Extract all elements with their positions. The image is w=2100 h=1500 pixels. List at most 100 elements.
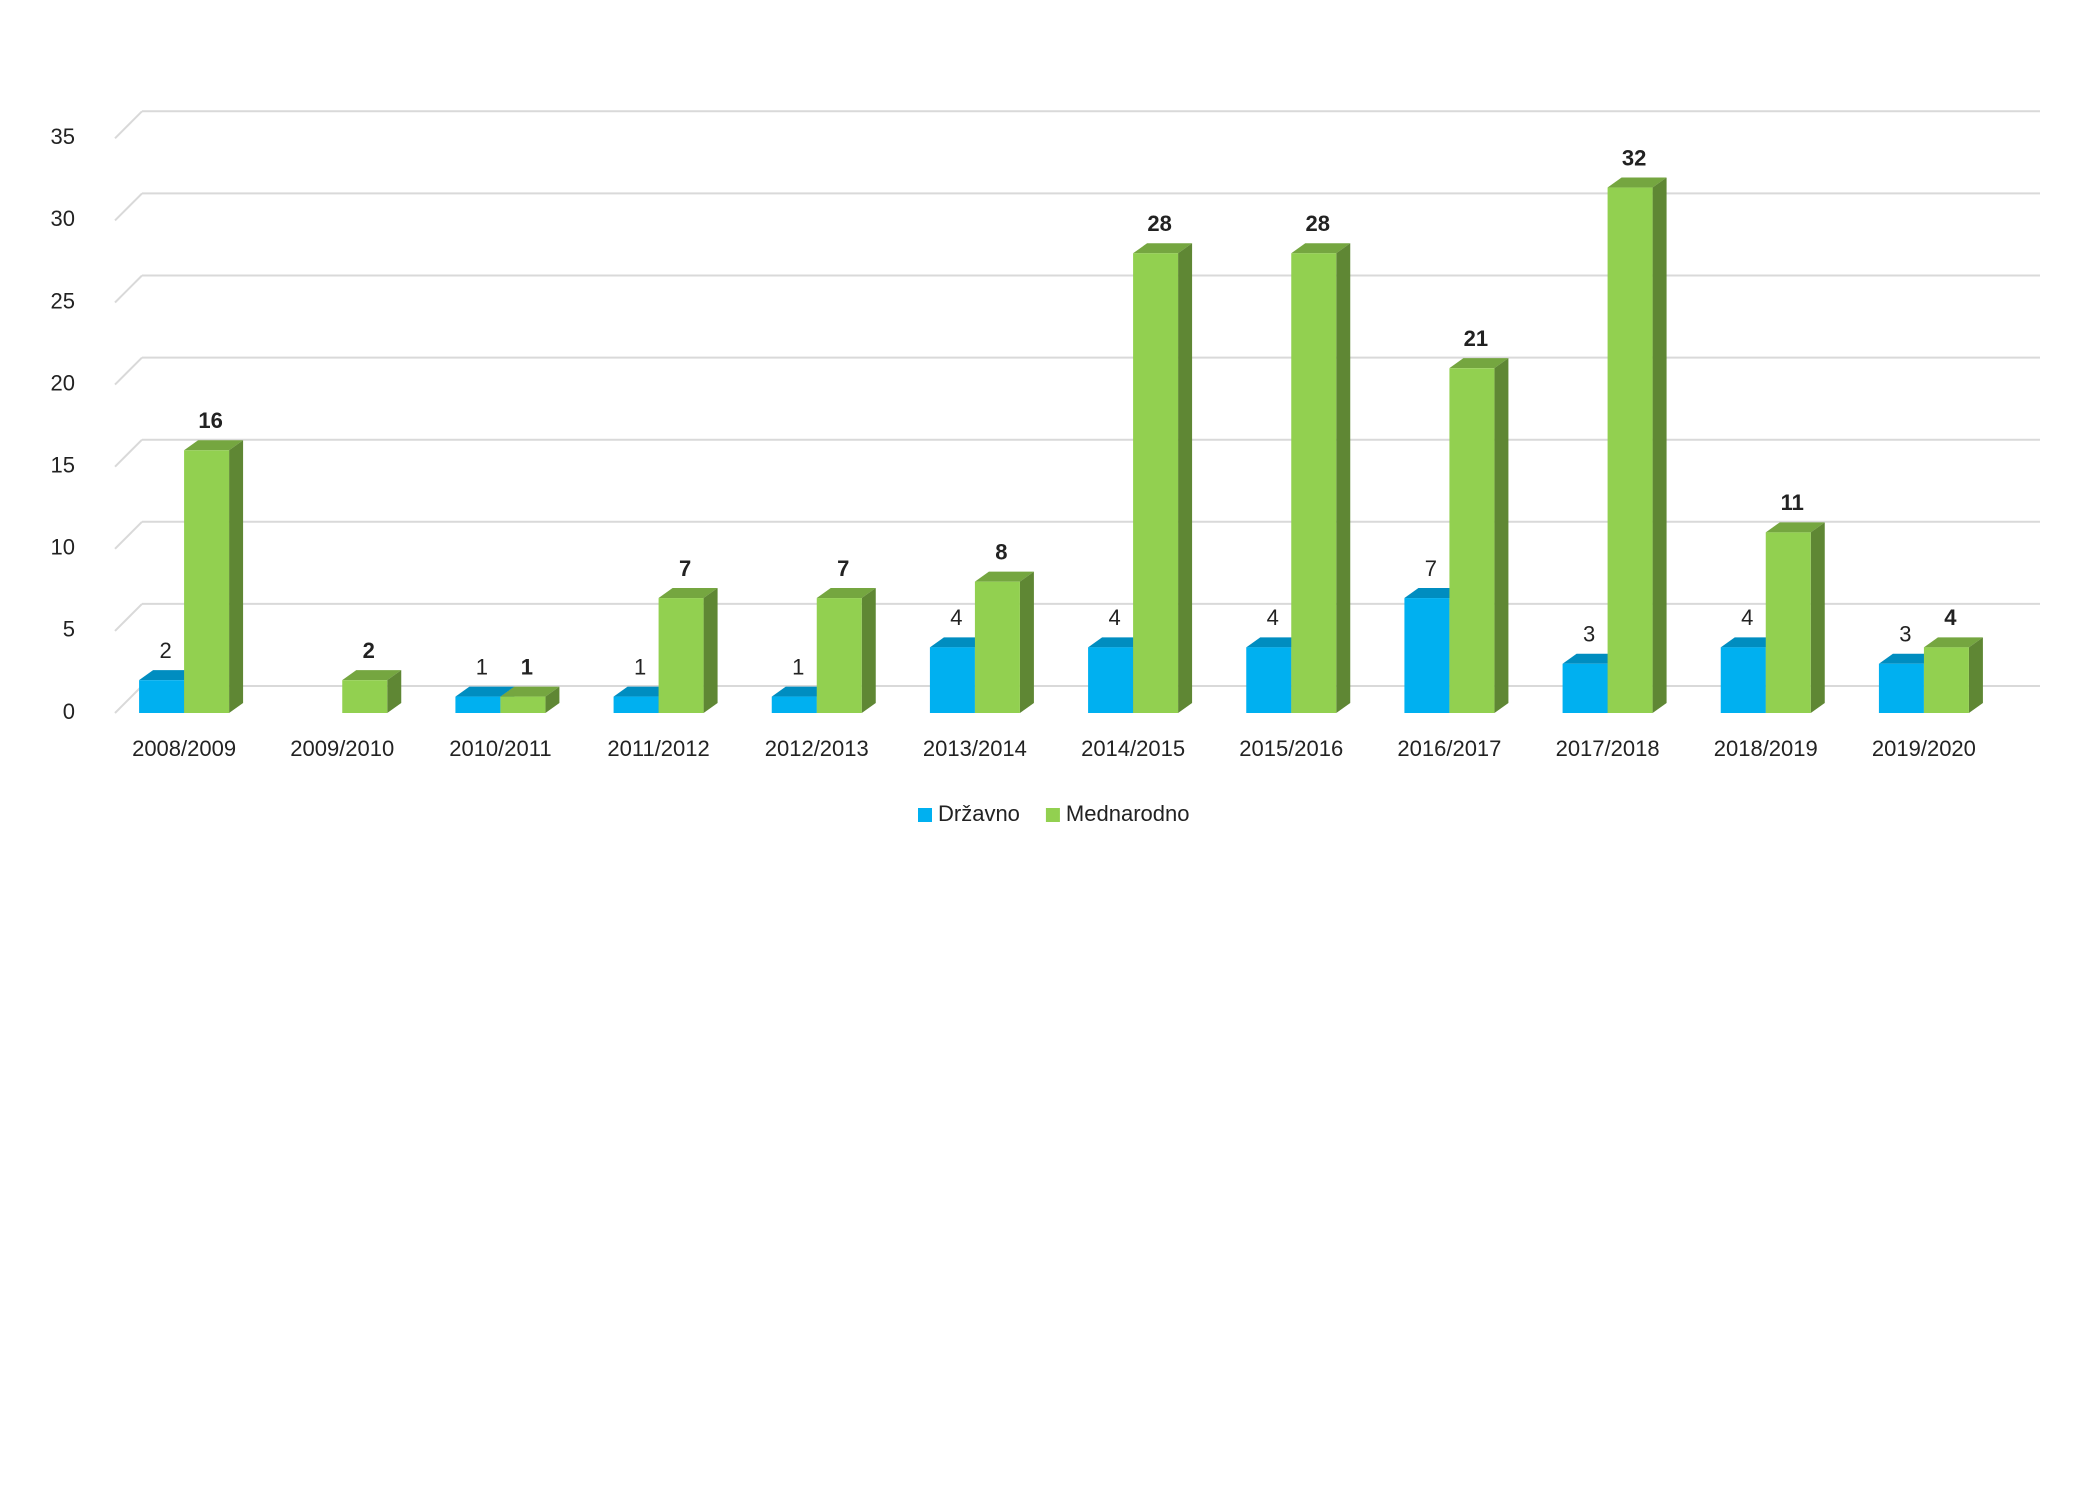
value-label: 4 — [1944, 605, 1957, 630]
value-label: 1 — [476, 654, 488, 679]
bar — [1878, 663, 1924, 713]
bar-side — [703, 588, 718, 713]
bar-side — [861, 588, 876, 713]
bar-side — [1494, 358, 1509, 713]
bar-top — [816, 588, 876, 599]
y-tick-label: 0 — [63, 699, 75, 724]
bar — [184, 450, 230, 713]
y-tick-label: 35 — [51, 124, 75, 149]
x-tick-label: 2016/2017 — [1397, 736, 1501, 761]
bar-top — [974, 571, 1034, 582]
bar-top — [1449, 358, 1509, 369]
bar-side — [1178, 243, 1193, 714]
bar-top — [139, 670, 199, 681]
bar-top — [613, 686, 673, 697]
bar — [816, 598, 862, 713]
bar-top — [1607, 177, 1667, 188]
bar — [1291, 253, 1337, 714]
bar — [1607, 187, 1653, 713]
value-label: 4 — [1267, 605, 1279, 630]
value-label: 4 — [1108, 605, 1120, 630]
bar-top — [771, 686, 831, 697]
value-label: 7 — [679, 556, 691, 581]
legend-label: Mednarodno — [1066, 801, 1190, 826]
grid-line-side — [114, 685, 143, 714]
bar — [929, 647, 975, 713]
bar-top — [1133, 243, 1193, 254]
grid-line-side — [114, 521, 143, 550]
legend-swatch — [1045, 808, 1060, 822]
value-label: 32 — [1622, 145, 1646, 170]
value-label: 16 — [198, 408, 222, 433]
bar-side — [1336, 243, 1351, 714]
value-label: 1 — [521, 654, 533, 679]
value-label: 28 — [1306, 211, 1330, 236]
grid-line-side — [114, 356, 143, 386]
x-tick-label: 2013/2014 — [923, 736, 1027, 761]
y-tick-label: 25 — [51, 288, 75, 313]
bar-top — [1720, 637, 1780, 648]
y-tick-label: 10 — [51, 535, 75, 560]
bar — [1765, 532, 1811, 713]
x-tick-label: 2008/2009 — [132, 736, 236, 761]
bar-top — [1088, 637, 1148, 648]
bar — [139, 680, 185, 713]
y-tick-label: 5 — [63, 617, 75, 642]
value-label: 1 — [634, 654, 646, 679]
grid-line-side — [114, 110, 143, 140]
value-label: 28 — [1147, 211, 1171, 236]
bar — [1404, 598, 1450, 713]
y-tick-label: 15 — [51, 453, 75, 478]
value-label: 7 — [1425, 556, 1437, 581]
x-tick-label: 2015/2016 — [1239, 736, 1343, 761]
bar — [1449, 368, 1495, 713]
value-label: 2 — [363, 638, 375, 663]
value-label: 7 — [837, 556, 849, 581]
bar — [1246, 647, 1292, 713]
bar — [1923, 647, 1969, 713]
bar — [974, 581, 1020, 713]
value-label: 3 — [1899, 622, 1911, 647]
bar-top — [455, 686, 515, 697]
grid-line-side — [114, 274, 143, 304]
bar-top — [500, 686, 560, 697]
bar-top — [658, 588, 718, 599]
bar — [1088, 647, 1134, 713]
bar — [342, 680, 388, 713]
bar-top — [1246, 637, 1306, 648]
bar — [771, 696, 817, 713]
value-label: 8 — [995, 539, 1007, 564]
x-tick-label: 2012/2013 — [765, 736, 869, 761]
bar — [613, 696, 659, 713]
grid-line-side — [114, 603, 143, 632]
bar-top — [1923, 637, 1983, 648]
value-label: 11 — [1781, 490, 1804, 515]
bar — [658, 598, 704, 713]
bar — [1133, 253, 1179, 714]
x-tick-label: 2010/2011 — [449, 736, 551, 761]
x-tick-label: 2017/2018 — [1556, 736, 1660, 761]
bar-side — [229, 440, 244, 713]
bar-side — [1652, 177, 1667, 713]
bar-side — [1968, 637, 1983, 713]
bar — [455, 696, 501, 713]
bar-top — [184, 440, 244, 451]
bar-top — [1291, 243, 1351, 254]
bar-top — [342, 670, 402, 681]
x-tick-label: 2018/2019 — [1714, 736, 1818, 761]
bar-side — [1810, 522, 1825, 713]
x-tick-label: 2019/2020 — [1872, 736, 1976, 761]
bar-side — [1019, 571, 1034, 713]
value-label: 4 — [950, 605, 962, 630]
x-tick-label: 2014/2015 — [1081, 736, 1185, 761]
bar-top — [1404, 588, 1464, 599]
value-label: 21 — [1464, 326, 1488, 351]
value-label: 2 — [159, 638, 171, 663]
bar-top — [1765, 522, 1825, 533]
y-tick-label: 30 — [51, 206, 75, 231]
bar-top — [929, 637, 989, 648]
x-tick-label: 2009/2010 — [290, 736, 394, 761]
value-label: 1 — [792, 654, 804, 679]
bar-top — [1562, 653, 1622, 664]
